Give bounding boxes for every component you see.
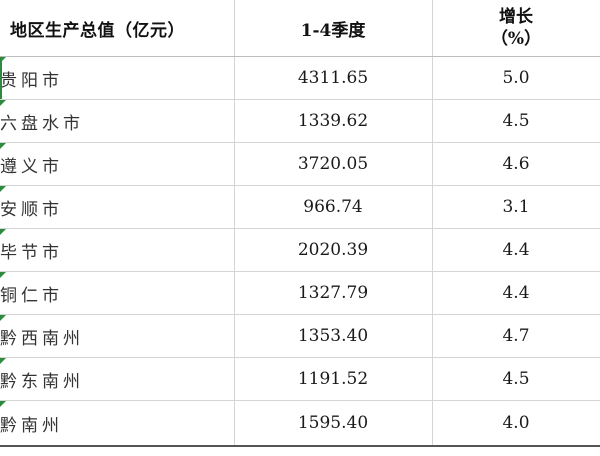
table-row: 黔南州 1595.40 4.0 (0, 400, 600, 447)
region-name: 黔南州 (0, 415, 63, 436)
header-value-label: 1-4季度 (300, 20, 366, 41)
region-name: 贵阳市 (0, 70, 63, 91)
table-row: 贵阳市 4311.65 5.0 (0, 56, 600, 100)
region-cell[interactable]: 黔东南州 (0, 357, 235, 401)
table-row: 遵义市 3720.05 4.6 (0, 142, 600, 186)
number-as-text-indicator-icon (0, 186, 6, 192)
table-row: 黔东南州 1191.52 4.5 (0, 357, 600, 401)
value-cell[interactable]: 1191.52 (234, 357, 433, 401)
region-name: 安顺市 (0, 199, 63, 220)
table-row: 黔西南州 1353.40 4.7 (0, 314, 600, 358)
region-cell[interactable]: 黔西南州 (0, 314, 235, 358)
growth-cell[interactable]: 4.6 (432, 142, 600, 186)
header-growth-label: 增长 (499, 7, 533, 27)
value-text: 4311.65 (297, 68, 369, 88)
growth-text: 3.1 (502, 197, 530, 217)
header-growth-unit: （%） (490, 29, 542, 49)
growth-text: 4.5 (502, 111, 530, 131)
value-text: 1353.40 (297, 326, 369, 346)
header-region-label: 地区生产总值（亿元） (10, 20, 185, 41)
value-cell[interactable]: 4311.65 (234, 56, 433, 100)
growth-cell[interactable]: 4.5 (432, 357, 600, 401)
region-cell[interactable]: 安顺市 (0, 185, 235, 229)
growth-text: 4.4 (502, 240, 530, 260)
number-as-text-indicator-icon (0, 272, 6, 278)
growth-cell[interactable]: 4.7 (432, 314, 600, 358)
value-text: 1595.40 (297, 413, 369, 433)
value-text: 3720.05 (297, 154, 369, 174)
growth-cell[interactable]: 3.1 (432, 185, 600, 229)
value-cell[interactable]: 1595.40 (234, 400, 433, 447)
selection-edge-marker (0, 57, 2, 99)
growth-text: 5.0 (502, 68, 530, 88)
number-as-text-indicator-icon (0, 100, 6, 106)
value-cell[interactable]: 1339.62 (234, 99, 433, 143)
region-name: 黔西南州 (0, 328, 84, 349)
growth-text: 4.5 (502, 369, 530, 389)
header-row: 地区生产总值（亿元） 1-4季度 增长 （%） (0, 0, 600, 57)
region-cell[interactable]: 六盘水市 (0, 99, 235, 143)
region-cell[interactable]: 贵阳市 (0, 56, 235, 100)
value-cell[interactable]: 1353.40 (234, 314, 433, 358)
growth-cell[interactable]: 4.5 (432, 99, 600, 143)
table-row: 六盘水市 1339.62 4.5 (0, 99, 600, 143)
growth-cell[interactable]: 4.4 (432, 271, 600, 315)
region-name: 毕节市 (0, 242, 63, 263)
number-as-text-indicator-icon (0, 401, 6, 407)
growth-text: 4.6 (502, 154, 530, 174)
region-cell[interactable]: 遵义市 (0, 142, 235, 186)
region-name: 黔东南州 (0, 371, 84, 392)
number-as-text-indicator-icon (0, 57, 6, 63)
header-growth-cell[interactable]: 增长 （%） (432, 0, 600, 57)
region-cell[interactable]: 黔南州 (0, 400, 235, 447)
growth-text: 4.4 (502, 283, 530, 303)
growth-cell[interactable]: 5.0 (432, 56, 600, 100)
header-value-cell[interactable]: 1-4季度 (234, 0, 433, 57)
table-row: 毕节市 2020.39 4.4 (0, 228, 600, 272)
table-row: 安顺市 966.74 3.1 (0, 185, 600, 229)
region-name: 遵义市 (0, 156, 63, 177)
growth-cell[interactable]: 4.0 (432, 400, 600, 447)
value-text: 1191.52 (297, 369, 369, 389)
number-as-text-indicator-icon (0, 358, 6, 364)
number-as-text-indicator-icon (0, 315, 6, 321)
region-name: 铜仁市 (0, 285, 63, 306)
number-as-text-indicator-icon (0, 229, 6, 235)
value-cell[interactable]: 1327.79 (234, 271, 433, 315)
region-cell[interactable]: 铜仁市 (0, 271, 235, 315)
growth-text: 4.0 (502, 413, 530, 433)
region-cell[interactable]: 毕节市 (0, 228, 235, 272)
number-as-text-indicator-icon (0, 143, 6, 149)
value-cell[interactable]: 3720.05 (234, 142, 433, 186)
growth-cell[interactable]: 4.4 (432, 228, 600, 272)
table-row: 铜仁市 1327.79 4.4 (0, 271, 600, 315)
value-cell[interactable]: 966.74 (234, 185, 433, 229)
value-text: 966.74 (303, 197, 363, 217)
value-text: 2020.39 (297, 240, 369, 260)
value-text: 1327.79 (297, 283, 369, 303)
region-name: 六盘水市 (0, 113, 84, 134)
value-cell[interactable]: 2020.39 (234, 228, 433, 272)
growth-text: 4.7 (502, 326, 530, 346)
header-region-cell[interactable]: 地区生产总值（亿元） (0, 0, 235, 57)
value-text: 1339.62 (297, 111, 369, 131)
